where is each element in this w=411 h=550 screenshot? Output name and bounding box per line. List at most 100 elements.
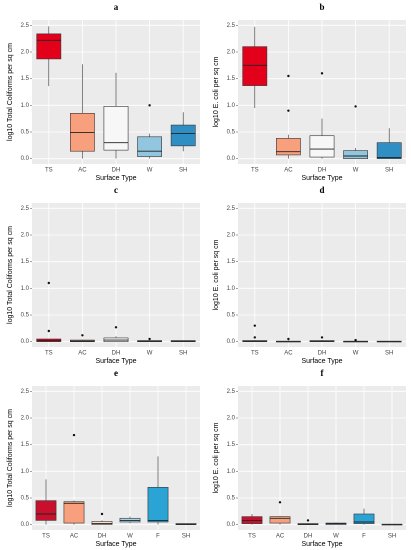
outlier xyxy=(47,329,50,333)
outlier xyxy=(320,336,324,339)
y-tick-label: 1.0 xyxy=(21,103,30,109)
box xyxy=(242,46,268,86)
box xyxy=(353,513,375,524)
box xyxy=(63,501,85,524)
y-tick-label: 0.0 xyxy=(21,339,30,345)
x-tick-label: W xyxy=(333,534,339,540)
outlier xyxy=(306,519,310,522)
box xyxy=(276,138,301,156)
y-axis-label: log10 E. coli per sq cm xyxy=(213,56,220,127)
x-tick-label: W xyxy=(353,351,359,357)
outlier xyxy=(253,336,256,339)
y-tick-label: 2.0 xyxy=(21,233,30,239)
panel-title: d xyxy=(319,185,324,195)
x-tick-label: W xyxy=(147,168,153,174)
y-tick-label: 1.5 xyxy=(21,259,30,265)
box xyxy=(170,124,196,147)
y-tick-label: 0.0 xyxy=(21,522,30,528)
x-tick-label: TS xyxy=(251,168,259,174)
x-tick-label: TS xyxy=(42,534,50,540)
y-tick-label: 2.5 xyxy=(227,389,236,395)
outlier xyxy=(287,74,290,78)
panel-title: f xyxy=(321,368,325,378)
outlier xyxy=(72,433,76,437)
panel-title: e xyxy=(114,368,118,378)
x-tick-label: SH xyxy=(179,168,187,174)
y-tick-label: 2.0 xyxy=(227,50,236,56)
outlier xyxy=(81,334,84,337)
x-tick-label: AC xyxy=(70,534,79,540)
y-tick-label: 2.5 xyxy=(21,23,30,29)
x-tick-label: AC xyxy=(276,534,285,540)
y-axis-label: log10 Total Coliforms per sq cm xyxy=(7,409,14,507)
x-tick-label: DH xyxy=(98,534,107,540)
x-tick-label: SH xyxy=(385,351,393,357)
y-tick-label: 2.0 xyxy=(227,233,236,239)
y-tick-label: 1.0 xyxy=(227,103,236,109)
x-tick-label: W xyxy=(353,168,359,174)
y-tick-label: 0.5 xyxy=(227,313,236,319)
outlier xyxy=(320,72,324,75)
x-tick-label: F xyxy=(156,534,160,540)
y-tick-label: 0.5 xyxy=(21,496,30,502)
outlier xyxy=(47,281,50,285)
box xyxy=(376,142,402,159)
x-axis-label: Surface Type xyxy=(95,175,136,182)
outlier xyxy=(253,324,256,327)
x-tick-label: SH xyxy=(179,351,187,357)
y-tick-label: 0.0 xyxy=(227,522,236,528)
x-axis-label: Surface Type xyxy=(301,175,342,182)
x-tick-label: TS xyxy=(45,168,53,174)
x-tick-label: AC xyxy=(284,351,293,357)
box xyxy=(91,521,113,525)
y-tick-label: 1.5 xyxy=(21,76,30,82)
x-axis-label: Surface Type xyxy=(301,358,342,365)
box xyxy=(343,150,368,159)
outlier xyxy=(100,512,104,516)
y-tick-label: 2.0 xyxy=(21,50,30,56)
y-axis-label: log10 Total Coliforms per sq cm xyxy=(7,226,14,324)
plot-background xyxy=(32,386,200,530)
panel-title: b xyxy=(319,2,324,12)
outlier xyxy=(148,337,151,341)
x-tick-label: W xyxy=(127,534,133,540)
x-tick-label: TS xyxy=(248,534,256,540)
y-tick-label: 1.5 xyxy=(227,442,236,448)
y-axis-label: log10 E. coli per sq cm xyxy=(213,422,220,493)
y-tick-label: 2.0 xyxy=(21,416,30,422)
plot-background xyxy=(238,386,406,530)
x-tick-label: AC xyxy=(284,168,293,174)
box xyxy=(309,135,335,158)
box xyxy=(36,33,62,60)
y-tick-label: 2.5 xyxy=(21,389,30,395)
x-tick-label: TS xyxy=(251,351,259,357)
y-tick-label: 1.5 xyxy=(227,259,236,265)
y-axis-label: log10 Total Coliforms per sq cm xyxy=(7,43,14,141)
panel-title: c xyxy=(114,185,118,195)
box xyxy=(35,500,57,521)
outlier xyxy=(354,338,357,342)
y-tick-label: 1.0 xyxy=(21,469,30,475)
y-tick-label: 0.0 xyxy=(21,156,30,162)
x-tick-label: AC xyxy=(78,351,87,357)
x-tick-label: DH xyxy=(318,168,327,174)
y-tick-label: 1.0 xyxy=(227,286,236,292)
outlier xyxy=(287,109,290,112)
x-tick-label: SH xyxy=(385,168,393,174)
outlier xyxy=(354,105,357,108)
y-tick-label: 0.5 xyxy=(227,130,236,136)
x-tick-label: DH xyxy=(318,351,327,357)
y-tick-label: 2.0 xyxy=(227,416,236,422)
y-tick-label: 2.5 xyxy=(227,23,236,29)
x-tick-label: F xyxy=(362,534,366,540)
x-tick-label: DH xyxy=(112,168,121,174)
x-axis-label: Surface Type xyxy=(301,541,342,548)
box xyxy=(137,136,162,157)
y-tick-label: 0.5 xyxy=(21,130,30,136)
outlier xyxy=(287,337,290,341)
y-tick-label: 0.5 xyxy=(21,313,30,319)
x-tick-label: W xyxy=(147,351,153,357)
y-tick-label: 2.5 xyxy=(21,206,30,212)
